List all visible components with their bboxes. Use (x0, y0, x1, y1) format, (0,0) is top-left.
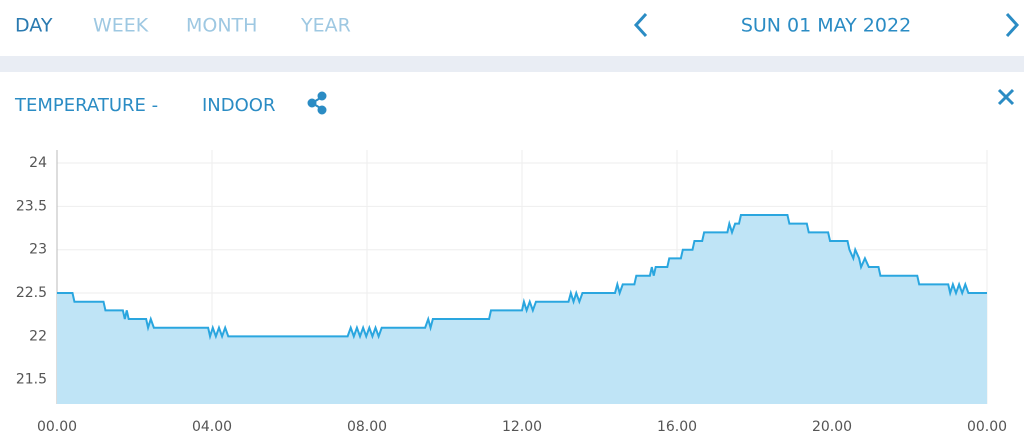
x-tick-label: 00.00 (37, 419, 77, 435)
tab[interactable]: YEAR (300, 15, 351, 37)
tab[interactable]: WEEK (93, 15, 149, 37)
x-tick-label: 04.00 (192, 419, 232, 435)
tab[interactable]: DAY (15, 15, 53, 37)
x-tick-label: 16.00 (657, 419, 697, 435)
y-tick-label: 21.5 (16, 372, 47, 388)
tab[interactable]: MONTH (186, 15, 257, 37)
panel-subtitle: INDOOR (202, 95, 275, 116)
x-tick-label: 12.00 (502, 419, 542, 435)
prev-arrow[interactable] (633, 12, 648, 38)
next-arrow[interactable] (1005, 12, 1020, 38)
y-tick-label: 22 (29, 328, 47, 344)
area-fill (57, 215, 987, 404)
y-tick-label: 24 (29, 155, 47, 171)
y-tick-label: 23 (29, 242, 47, 258)
panel-title: TEMPERATURE - (14, 95, 158, 116)
y-tick-label: 22.5 (16, 285, 47, 301)
separator (0, 56, 1024, 72)
x-tick-label: 00.00 (967, 419, 1007, 435)
temperature-line (57, 214, 987, 341)
close-icon[interactable] (997, 88, 1015, 106)
date-label: SUN 01 MAY 2022 (741, 15, 911, 37)
x-tick-label: 20.00 (812, 419, 852, 435)
y-tick-label: 23.5 (16, 198, 47, 214)
x-tick-label: 08.00 (347, 419, 387, 435)
share-icon[interactable] (307, 91, 327, 115)
